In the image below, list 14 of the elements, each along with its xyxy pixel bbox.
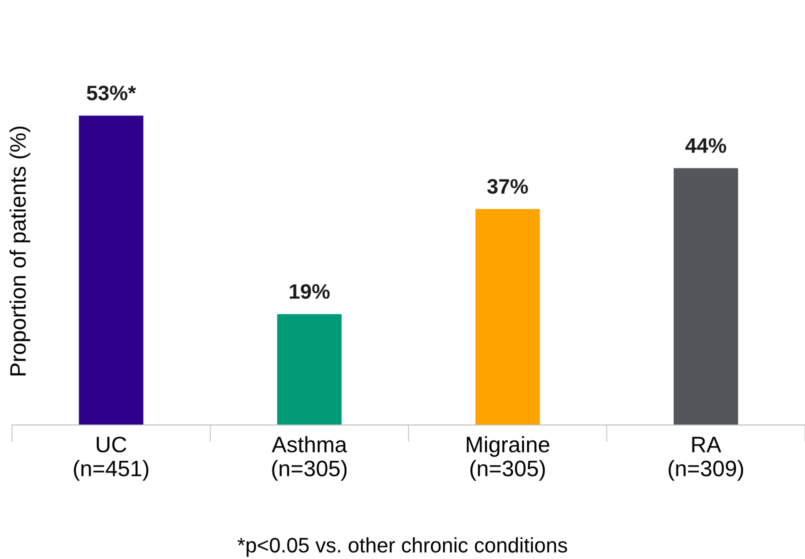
data-label: 53%* bbox=[86, 86, 136, 100]
text: *p<0.05 vs. other chronic conditions bbox=[238, 537, 568, 557]
x-tick-label: UC (n=451) bbox=[74, 436, 148, 481]
bar bbox=[674, 168, 738, 425]
y-axis-title: Proportion of patients (%) bbox=[10, 126, 30, 376]
bar bbox=[277, 314, 342, 425]
bar bbox=[78, 116, 144, 425]
x-tick-label: Asthma (n=305) bbox=[272, 436, 348, 481]
data-label: 37% bbox=[487, 179, 528, 194]
data-label: 44% bbox=[685, 138, 726, 153]
x-tick-label: RA (n=309) bbox=[668, 436, 744, 481]
data-label: 19% bbox=[290, 284, 330, 299]
bar bbox=[475, 209, 540, 425]
x-tick-label: Migraine (n=305) bbox=[466, 436, 550, 481]
